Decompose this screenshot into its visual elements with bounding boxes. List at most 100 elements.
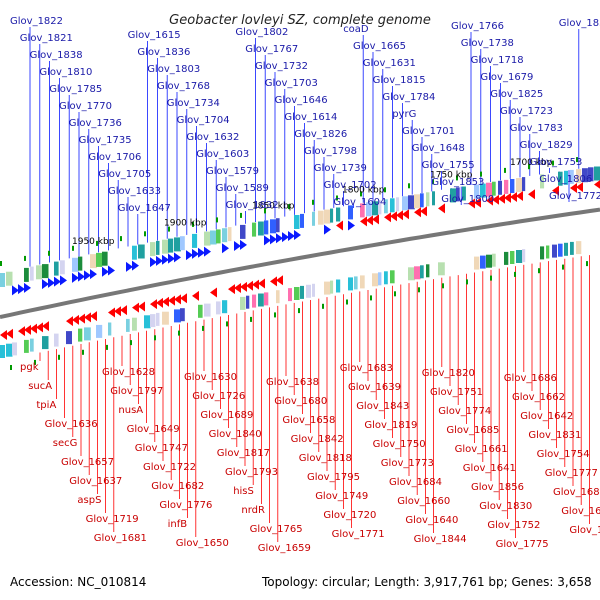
cog-band-forward (72, 257, 79, 272)
cog-band-reverse (240, 296, 246, 310)
cog-band-reverse (222, 300, 228, 314)
gene-label: Glov_1722 (143, 462, 196, 473)
gene-label: Glov_1820 (422, 368, 475, 379)
gene-label: Glov_1648 (412, 143, 465, 154)
reverse-gene (30, 323, 37, 334)
cog-band-reverse (12, 342, 17, 356)
gene-label: Glov_1772 (549, 191, 600, 202)
gene-label: Glov_1604 (333, 197, 386, 208)
cog-band-forward (132, 245, 137, 260)
cog-band-reverse (162, 311, 169, 325)
cog-band-reverse (330, 280, 334, 294)
forward-gene (240, 239, 247, 250)
cog-band-forward (456, 187, 460, 202)
gene-label: nrdR (241, 505, 265, 516)
gene-label: Glov_1818 (299, 453, 352, 464)
cog-band-reverse (276, 290, 280, 304)
forward-gene (222, 243, 229, 254)
cog-band-forward (540, 174, 545, 189)
gene-label: Glov_1658 (282, 415, 335, 426)
cog-band-reverse (78, 328, 83, 342)
gene-label: Glov_1843 (356, 401, 409, 412)
gene-label: Glov_1755 (422, 160, 475, 171)
cog-band-forward (486, 182, 492, 197)
forward-gene (198, 247, 205, 258)
gene-label: Glov_1686 (504, 373, 557, 384)
gene-label: Glov_1768 (157, 81, 210, 92)
reverse-gene (108, 307, 115, 318)
reverse-gene (270, 276, 277, 287)
kbp-label: 1700 kbp (510, 158, 553, 168)
tick-mark (250, 316, 252, 322)
gene-label: Glov_1826 (294, 129, 347, 140)
cog-band-forward (216, 229, 221, 244)
cog-band-reverse (96, 324, 103, 338)
gene-label: Glov_1734 (167, 98, 220, 109)
cog-band-reverse (204, 303, 211, 317)
gene-label: Glov_1628 (102, 367, 155, 378)
cog-band-forward (516, 178, 523, 192)
cog-band-forward (78, 256, 83, 271)
reverse-gene (0, 330, 7, 340)
gene-label: Glov_1632 (186, 132, 239, 143)
gene-label: secG (53, 438, 78, 449)
cog-band-forward (324, 209, 331, 224)
reverse-gene (168, 295, 175, 306)
forward-gene (156, 255, 163, 266)
reverse-gene (78, 313, 85, 324)
cog-band-reverse (312, 283, 315, 297)
cog-band-forward (54, 261, 59, 276)
cog-band-reverse (198, 304, 203, 318)
cog-band-reverse (570, 241, 574, 255)
gene-label: Glov_1747 (135, 443, 188, 454)
cog-band-forward (180, 236, 185, 251)
gene-label: Glov_1840 (209, 429, 262, 440)
cog-band-forward (0, 273, 5, 287)
forward-gene (282, 232, 289, 243)
reverse-gene (402, 209, 409, 220)
forward-gene (42, 279, 49, 290)
forward-gene (150, 257, 157, 268)
cog-band-forward (432, 191, 435, 206)
forward-gene (24, 282, 31, 293)
cog-band-reverse (408, 267, 415, 281)
cog-band-forward (576, 169, 582, 184)
gene-label: Glov_1803 (147, 64, 200, 75)
cog-band-reverse (492, 253, 496, 267)
gene-label: Glov_1800 (441, 194, 494, 205)
forward-gene (108, 265, 115, 276)
tick-mark (58, 354, 60, 360)
gene-label: Glov_1683 (340, 363, 393, 374)
tick-mark (408, 183, 410, 189)
kbp-label: 1750 kbp (430, 171, 473, 181)
forward-gene (60, 275, 67, 286)
tick-mark (226, 321, 228, 327)
gene-label: Glov_1589 (216, 183, 269, 194)
gene-label: pgk (20, 362, 39, 373)
gene-label: Glov_1802 (235, 27, 288, 38)
cog-band-reverse (24, 339, 29, 353)
gene-labels: Glov_1822 Glov_1821 Glov_1838 Glov_1810 Glov… (10, 16, 600, 554)
cog-band-reverse (552, 244, 557, 258)
gene-label: Glov_1603 (196, 149, 249, 160)
accession-text: Accession: NC_010814 (10, 575, 146, 589)
gene-label: Glov_1735 (79, 135, 132, 146)
cog-band-forward (264, 220, 269, 235)
tick-mark (576, 157, 578, 163)
tick-mark (288, 204, 290, 210)
cog-band-reverse (474, 256, 480, 270)
gene-label: Glov_1781 (569, 525, 600, 536)
cog-band-reverse (288, 288, 292, 302)
reverse-gene (570, 182, 577, 193)
reverse-gene (228, 284, 235, 295)
reverse-gene (276, 275, 283, 286)
gene-label: Glov_1681 (94, 533, 147, 544)
cog-band-forward (384, 199, 388, 214)
cog-band-forward (150, 242, 156, 257)
cog-band-reverse (522, 249, 526, 263)
cog-band-forward (564, 170, 568, 185)
tick-mark (24, 255, 26, 261)
kbp-label: 1850 kbp (252, 202, 295, 212)
